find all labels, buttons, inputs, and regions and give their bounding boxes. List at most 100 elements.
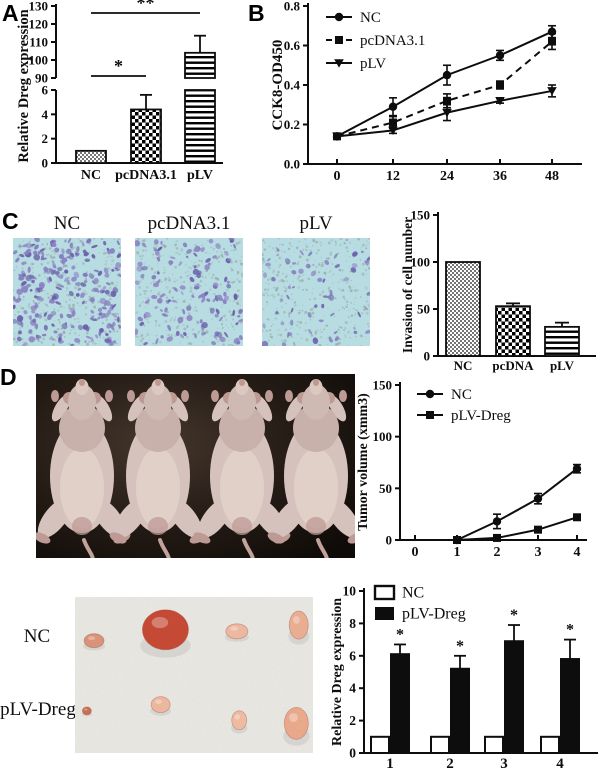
svg-text:pcDNA: pcDNA xyxy=(492,358,534,373)
svg-text:pLV: pLV xyxy=(550,358,575,373)
svg-text:NC: NC xyxy=(360,10,381,26)
svg-text:NC: NC xyxy=(454,358,473,373)
panel-d-tumor-volume-chart: 0 50 100 150 0 1 2 3 4 NC pLV-Dreg Tumor volume (xm… xyxy=(356,378,587,560)
svg-text:100: 100 xyxy=(411,255,431,270)
excised-tumors-photo xyxy=(75,597,313,753)
panel-d-dreg-grouped-bar-chart: 0 2 4 6 8 10 * 1 * 2 * 3 * 4 NC pLV-Dreg Relative Dreg e… xyxy=(330,584,598,771)
svg-text:pLV: pLV xyxy=(360,56,386,72)
svg-text:4: 4 xyxy=(574,545,581,560)
svg-text:0: 0 xyxy=(424,349,431,364)
svg-text:3: 3 xyxy=(500,756,508,771)
series-pcDNA3.1 xyxy=(333,32,556,141)
svg-text:90: 90 xyxy=(35,71,48,86)
series-NC xyxy=(332,24,557,141)
mouse-3 xyxy=(193,379,291,558)
tumor-row-pLV-Dreg xyxy=(81,696,310,746)
svg-text:CCK8-OD450: CCK8-OD450 xyxy=(270,40,286,131)
svg-text:0: 0 xyxy=(42,156,49,171)
svg-text:50: 50 xyxy=(417,302,430,317)
mouse-4 xyxy=(267,379,355,558)
svg-text:2: 2 xyxy=(349,713,356,728)
svg-text:6: 6 xyxy=(349,648,356,663)
svg-text:pcDNA3.1: pcDNA3.1 xyxy=(115,168,177,183)
panel-c-image-label-pcdna: pcDNA3.1 xyxy=(147,213,231,234)
panel-c-label: C xyxy=(2,208,19,234)
tumor-row-NC xyxy=(83,609,310,658)
svg-text:6: 6 xyxy=(42,83,49,98)
svg-text:10: 10 xyxy=(343,584,357,599)
svg-text:NC: NC xyxy=(402,585,424,602)
panel-a-label: A xyxy=(2,0,19,26)
svg-text:Tumor volume (xmm3): Tumor volume (xmm3) xyxy=(356,393,371,531)
svg-text:3: 3 xyxy=(535,545,542,560)
bar-pLV xyxy=(544,321,580,357)
svg-text:0.0: 0.0 xyxy=(284,157,300,172)
svg-text:12: 12 xyxy=(386,169,400,184)
svg-text:Relative Dreg expression: Relative Dreg expression xyxy=(16,9,32,162)
bar-NC-group-1 xyxy=(370,735,390,755)
svg-text:100: 100 xyxy=(29,53,49,68)
svg-text:4: 4 xyxy=(42,107,49,122)
svg-text:*: * xyxy=(566,622,574,639)
svg-text:4: 4 xyxy=(556,756,564,771)
series-NC xyxy=(452,463,582,545)
svg-text:48: 48 xyxy=(545,169,559,184)
bar-NC-group-4 xyxy=(540,735,560,755)
svg-text:pLV-Dreg: pLV-Dreg xyxy=(402,606,466,623)
svg-text:150: 150 xyxy=(373,378,393,393)
svg-text:*: * xyxy=(456,638,464,655)
bar-pcDNA3.1 xyxy=(130,93,162,164)
panel-c-invasion-bar-chart: 0 50 100 150 NC pcDNA pLV Invasion of cell numb… xyxy=(400,208,596,373)
svg-text:130: 130 xyxy=(29,0,49,14)
svg-text:0.2: 0.2 xyxy=(284,117,300,132)
svg-text:2: 2 xyxy=(494,545,501,560)
bar-NC xyxy=(75,149,107,164)
svg-text:2: 2 xyxy=(42,131,49,146)
svg-text:pLV-Dreg: pLV-Dreg xyxy=(451,408,511,424)
svg-text:8: 8 xyxy=(349,616,356,631)
svg-text:Invasion of cell number: Invasion of cell number xyxy=(400,217,415,353)
panel-b-cck8-line-chart: 0.0 0.2 0.4 0.6 0.8 0 12 24 36 48 NC pcDNA3.1 pLV CCK… xyxy=(270,0,582,184)
series-pLV xyxy=(332,84,557,141)
bar-NC-group-3 xyxy=(484,735,504,755)
bar-pLV xyxy=(184,34,216,164)
svg-text:pLV: pLV xyxy=(187,168,213,183)
bar-pLV-Dreg-group-4: * xyxy=(560,622,580,754)
svg-text:0: 0 xyxy=(412,545,419,560)
tumor-row-label-nc: NC xyxy=(23,626,51,647)
svg-text:4: 4 xyxy=(349,681,356,696)
svg-text:50: 50 xyxy=(379,481,392,496)
svg-text:*: * xyxy=(510,607,518,624)
svg-text:pcDNA3.1: pcDNA3.1 xyxy=(360,33,425,49)
panel-c-image-label-plv: pLV xyxy=(299,213,333,234)
svg-text:110: 110 xyxy=(29,35,48,50)
svg-text:NC: NC xyxy=(81,168,101,183)
tumor-row-label-plv-dreg: pLV-Dreg xyxy=(0,699,76,720)
nude-mice-photo xyxy=(36,374,355,558)
panel-c-image-label-nc: NC xyxy=(53,213,81,234)
svg-text:1: 1 xyxy=(386,756,394,771)
svg-text:NC: NC xyxy=(451,387,472,403)
svg-text:**: ** xyxy=(137,0,155,13)
mouse-1 xyxy=(36,379,131,558)
bar-NC xyxy=(445,261,481,357)
svg-text:*: * xyxy=(396,626,404,643)
svg-text:1: 1 xyxy=(454,545,461,560)
bar-pLV-Dreg-group-1: * xyxy=(390,626,410,754)
svg-text:120: 120 xyxy=(29,17,49,32)
mouse-2 xyxy=(109,379,207,558)
svg-text:0.4: 0.4 xyxy=(284,78,301,93)
svg-text:*: * xyxy=(114,56,123,76)
bar-pcDNA xyxy=(495,302,531,357)
svg-text:36: 36 xyxy=(493,169,507,184)
svg-text:0.8: 0.8 xyxy=(284,0,301,14)
svg-text:100: 100 xyxy=(373,429,393,444)
transwell-image-nc xyxy=(13,238,121,346)
svg-text:0: 0 xyxy=(349,746,356,761)
series-pLV-Dreg xyxy=(453,513,581,544)
svg-text:2: 2 xyxy=(446,756,454,771)
svg-text:24: 24 xyxy=(440,169,454,184)
bar-pLV-Dreg-group-2: * xyxy=(450,638,470,754)
